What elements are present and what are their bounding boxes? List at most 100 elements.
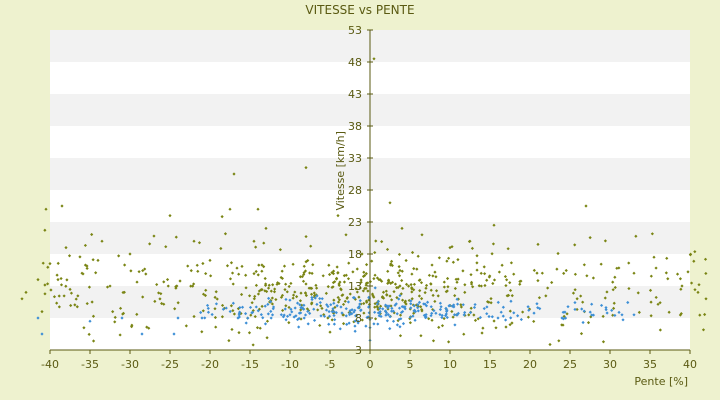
data-point [88, 319, 92, 323]
data-point [540, 271, 544, 275]
data-point [658, 301, 662, 305]
data-point [398, 268, 402, 273]
data-point [235, 266, 239, 270]
data-point [111, 310, 115, 314]
data-point [487, 275, 491, 279]
y-tick-label: 28 [348, 184, 362, 197]
data-point [376, 307, 380, 312]
data-point [693, 250, 697, 254]
data-point [310, 271, 314, 275]
data-point [340, 311, 344, 315]
data-point [431, 307, 435, 312]
data-point [362, 270, 366, 274]
data-point [337, 283, 341, 287]
data-point [453, 294, 457, 298]
data-point [302, 303, 306, 307]
data-point [326, 304, 330, 309]
data-point [404, 282, 409, 286]
data-point [403, 307, 407, 311]
data-point [508, 281, 512, 285]
data-point [332, 301, 336, 305]
data-point [121, 311, 126, 315]
data-point [584, 204, 588, 208]
data-point [192, 314, 196, 319]
data-point [220, 315, 225, 319]
data-point [263, 322, 268, 326]
data-point [129, 269, 133, 273]
data-point [445, 315, 449, 320]
data-point [288, 313, 292, 317]
data-point [401, 286, 405, 291]
data-point [117, 254, 121, 258]
data-point [407, 298, 411, 303]
data-point [56, 261, 60, 265]
data-point [283, 287, 287, 292]
data-point [588, 236, 592, 240]
data-point [324, 308, 329, 312]
data-point [223, 232, 228, 236]
axes [49, 29, 691, 354]
data-point [395, 286, 399, 290]
data-point [186, 264, 190, 268]
data-point [312, 307, 316, 311]
data-point [274, 297, 278, 302]
data-point [490, 252, 494, 256]
data-point [199, 310, 203, 315]
data-point [284, 282, 288, 286]
data-point [304, 282, 308, 286]
data-point [263, 289, 267, 293]
data-point [344, 307, 348, 311]
data-point [398, 313, 403, 317]
data-point [314, 283, 318, 287]
data-point [469, 273, 473, 277]
data-point [476, 317, 480, 321]
data-point [433, 270, 437, 274]
data-point [252, 239, 256, 243]
data-point [263, 276, 267, 281]
data-point [155, 282, 159, 287]
data-point [309, 244, 313, 248]
data-point [52, 295, 57, 299]
data-point [254, 305, 258, 309]
data-point [417, 278, 421, 283]
data-point [652, 255, 656, 259]
data-point [330, 318, 334, 322]
data-point [494, 326, 498, 330]
data-point [298, 303, 302, 307]
data-point [266, 312, 270, 316]
data-point [503, 274, 507, 279]
data-point [91, 258, 95, 262]
chart-title: VITESSE vs PENTE [305, 3, 414, 17]
data-point [120, 316, 124, 320]
data-point [604, 308, 608, 312]
data-point [153, 299, 157, 303]
data-point [611, 313, 615, 317]
x-tick-label: 5 [407, 358, 414, 371]
data-point [360, 252, 364, 256]
data-point [518, 282, 522, 286]
data-point [697, 283, 701, 287]
data-point [329, 303, 333, 307]
data-point [304, 234, 308, 239]
data-point [497, 270, 501, 274]
data-point [400, 304, 404, 309]
data-point [385, 247, 390, 252]
data-point [76, 294, 80, 298]
data-point [506, 293, 511, 297]
data-point [231, 309, 235, 313]
data-point [279, 275, 283, 280]
data-point [20, 297, 24, 301]
data-point [135, 312, 139, 317]
data-point [229, 261, 234, 265]
data-point [406, 284, 411, 288]
data-point [303, 313, 308, 317]
data-point [469, 306, 473, 310]
data-point [195, 263, 199, 267]
data-point [192, 282, 196, 286]
x-tick-label: 0 [367, 358, 374, 371]
data-point [394, 302, 398, 306]
data-point [287, 305, 291, 310]
data-point [434, 311, 438, 315]
data-point [364, 272, 368, 276]
data-point [463, 283, 467, 287]
